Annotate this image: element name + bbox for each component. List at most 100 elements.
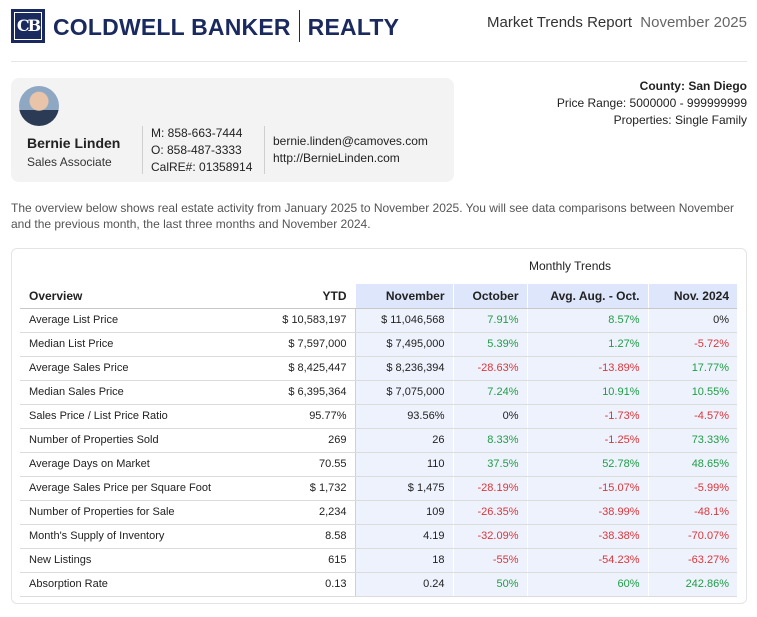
agent-web-contacts: bernie.linden@camoves.com http://BernieL… [273, 133, 428, 167]
cell-avg: -1.25% [526, 428, 648, 453]
table-header-row: Overview YTD November October Avg. Aug. … [20, 284, 737, 309]
cell-label: Month's Supply of Inventory [20, 524, 257, 549]
agent-role: Sales Associate [27, 155, 112, 169]
cell-nov: $ 7,495,000 [354, 332, 453, 357]
table-row: Average List Price $ 10,583,197 $ 11,046,5… [20, 308, 737, 333]
table-row: Month's Supply of Inventory 8.58 4.19 -32.0… [20, 524, 737, 549]
cell-ytd: 8.58 [257, 524, 356, 549]
agent-card-divider [264, 126, 265, 174]
cell-nov: 4.19 [354, 524, 453, 549]
column-header-nov-2024: Nov. 2024 [647, 284, 737, 309]
cell-prev: 10.55% [647, 380, 737, 405]
brand-suffix: REALTY [307, 14, 400, 41]
cell-prev: -4.57% [647, 404, 737, 429]
header-divider [11, 61, 747, 62]
cell-prev: 17.77% [647, 356, 737, 381]
brand-divider [298, 10, 300, 42]
cell-prev: -5.72% [647, 332, 737, 357]
cell-ytd: $ 10,583,197 [257, 308, 356, 333]
cell-avg: 60% [526, 572, 648, 597]
cell-avg: -15.07% [526, 476, 648, 501]
trends-table: Overview YTD November October Avg. Aug. … [20, 284, 737, 597]
table-row: Number of Properties for Sale 2,234 109 -26… [20, 500, 737, 525]
cell-ytd: $ 1,732 [257, 476, 356, 501]
agent-office: O: 858-487-3333 [151, 143, 242, 157]
agent-phones: M: 858-663-7444 O: 858-487-3333 CalRE#: … [151, 125, 252, 176]
column-header-ytd: YTD [257, 284, 355, 309]
cell-oct: 37.5% [452, 452, 527, 477]
criteria-price-range: Price Range: 5000000 - 999999999 [556, 96, 747, 110]
cell-label: Number of Properties for Sale [20, 500, 257, 525]
table-row: Number of Properties Sold 269 26 8.33% -1.25… [20, 428, 737, 453]
cell-oct: -32.09% [452, 524, 527, 549]
column-header-october: October [452, 284, 527, 309]
cell-oct: -55% [452, 548, 527, 573]
agent-license: CalRE#: 01358914 [151, 160, 253, 174]
brand-wordmark: COLDWELL BANKER REALTY [53, 10, 400, 45]
cell-oct: 0% [452, 404, 527, 429]
criteria-county: County: San Diego [639, 79, 747, 93]
agent-name: Bernie Linden [27, 135, 121, 151]
report-month: November 2025 [640, 14, 747, 31]
cell-oct: 5.39% [452, 332, 527, 357]
agent-card: Bernie Linden Sales Associate M: 858-663… [11, 78, 454, 182]
agent-email[interactable]: bernie.linden@camoves.com [273, 134, 428, 148]
cell-oct: 7.91% [452, 308, 527, 333]
cell-avg: -54.23% [526, 548, 648, 573]
table-row: Median Sales Price $ 6,395,364 $ 7,075,000… [20, 380, 737, 405]
agent-mobile: M: 858-663-7444 [151, 126, 243, 140]
report-header: CB COLDWELL BANKER REALTY Market Trends R… [11, 9, 747, 49]
coldwell-banker-logo-icon: CB [11, 9, 45, 43]
cell-label: Sales Price / List Price Ratio [20, 404, 257, 429]
search-criteria: County: San Diego Price Range: 5000000 -… [557, 78, 747, 129]
table-row: Median List Price $ 7,597,000 $ 7,495,000 5… [20, 332, 737, 357]
cell-oct: -28.63% [452, 356, 527, 381]
cell-oct: 8.33% [452, 428, 527, 453]
cell-label: Median List Price [20, 332, 257, 357]
cell-avg: 1.27% [526, 332, 648, 357]
table-row: Absorption Rate 0.13 0.24 50% 60% 242.86% [20, 572, 737, 597]
cell-ytd: $ 6,395,364 [257, 380, 356, 405]
cell-ytd: 0.13 [257, 572, 356, 597]
cell-ytd: $ 7,597,000 [257, 332, 356, 357]
report-title-text: Market Trends Report [487, 14, 633, 31]
cell-label: Number of Properties Sold [20, 428, 257, 453]
cell-ytd: 269 [257, 428, 356, 453]
cell-avg: -38.99% [526, 500, 648, 525]
cell-oct: -26.35% [452, 500, 527, 525]
cell-prev: -5.99% [647, 476, 737, 501]
cell-nov: 0.24 [354, 572, 453, 597]
agent-card-divider [142, 126, 143, 174]
cell-nov: $ 11,046,568 [354, 308, 453, 333]
table-row: Average Days on Market 70.55 110 37.5% 52.78… [20, 452, 737, 477]
cell-ytd: 2,234 [257, 500, 356, 525]
column-header-november: November [354, 284, 453, 309]
cell-nov: 93.56% [354, 404, 453, 429]
cell-nov: 110 [354, 452, 453, 477]
cell-oct: 7.24% [452, 380, 527, 405]
agent-avatar [19, 86, 59, 126]
cell-nov: 18 [354, 548, 453, 573]
monthly-trends-label: Monthly Trends [529, 259, 612, 273]
agent-website[interactable]: http://BernieLinden.com [273, 151, 400, 165]
cell-label: Absorption Rate [20, 572, 257, 597]
report-title: Market Trends Report November 2025 [487, 14, 747, 31]
cell-avg: 8.57% [526, 308, 648, 333]
table-row: Average Sales Price $ 8,425,447 $ 8,236,39… [20, 356, 737, 381]
cell-label: Average Sales Price per Square Foot [20, 476, 257, 501]
cell-avg: -1.73% [526, 404, 648, 429]
cell-label: Average Days on Market [20, 452, 257, 477]
cell-avg: -38.38% [526, 524, 648, 549]
cell-ytd: 615 [257, 548, 356, 573]
cell-ytd: 70.55 [257, 452, 356, 477]
cell-prev: -48.1% [647, 500, 737, 525]
column-header-avg-aug-oct: Avg. Aug. - Oct. [526, 284, 648, 309]
criteria-properties: Properties: Single Family [613, 113, 747, 127]
cell-nov: $ 8,236,394 [354, 356, 453, 381]
trends-table-wrap: Overview YTD November October Avg. Aug. … [20, 284, 737, 597]
cell-oct: 50% [452, 572, 527, 597]
cell-label: New Listings [20, 548, 257, 573]
cell-oct: -28.19% [452, 476, 527, 501]
cell-prev: -63.27% [647, 548, 737, 573]
brand-name: COLDWELL BANKER [53, 14, 291, 41]
